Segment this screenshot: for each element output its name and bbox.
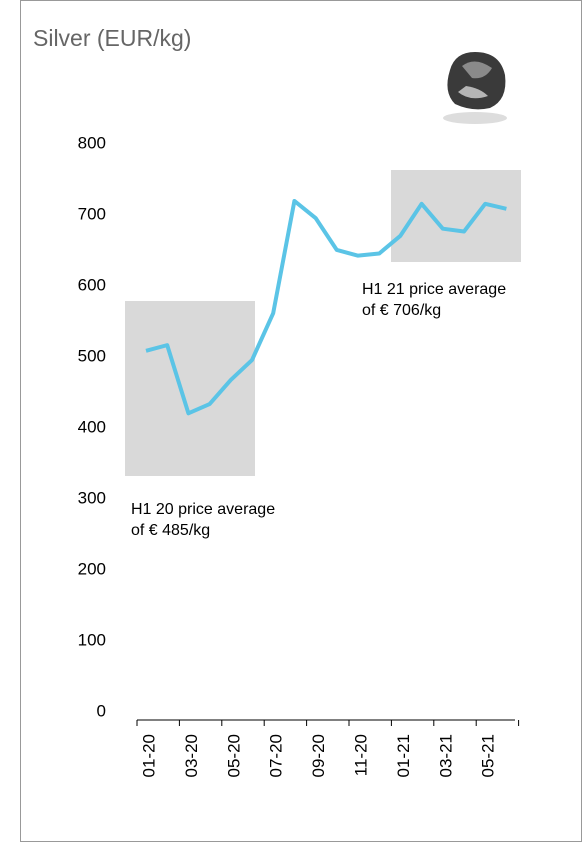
x-tick-label: 11-20 bbox=[351, 734, 370, 776]
y-tick-label: 700 bbox=[78, 204, 106, 223]
annotation: H1 21 price average bbox=[362, 281, 506, 298]
x-tick-label: 03-21 bbox=[436, 734, 455, 777]
annotation: H1 20 price average bbox=[131, 501, 275, 518]
y-tick-label: 500 bbox=[78, 346, 106, 365]
x-tick-label: 03-20 bbox=[182, 734, 201, 777]
y-tick-label: 100 bbox=[78, 630, 106, 649]
y-tick-label: 0 bbox=[97, 701, 106, 720]
x-tick-label: 01-20 bbox=[139, 734, 158, 777]
annotation: of € 485/kg bbox=[131, 522, 210, 539]
y-tick-label: 400 bbox=[78, 417, 106, 436]
annotation: of € 706/kg bbox=[362, 302, 441, 319]
x-tick-label: 07-20 bbox=[267, 734, 286, 777]
y-tick-label: 200 bbox=[78, 559, 106, 578]
h1-21-box bbox=[391, 170, 521, 262]
chart-title: Silver (EUR/kg) bbox=[33, 25, 191, 51]
h1-20-box bbox=[125, 301, 255, 476]
x-tick-label: 01-21 bbox=[394, 734, 413, 777]
y-tick-label: 600 bbox=[78, 275, 106, 294]
y-tick-label: 800 bbox=[78, 133, 106, 152]
y-tick-label: 300 bbox=[78, 488, 106, 507]
x-tick-label: 05-20 bbox=[224, 734, 243, 777]
chart: Silver (EUR/kg) 0 100 200 300 400 500 600 700 80… bbox=[0, 0, 582, 842]
x-tick-label: 05-21 bbox=[479, 734, 498, 777]
x-tick-label: 09-20 bbox=[309, 734, 328, 777]
